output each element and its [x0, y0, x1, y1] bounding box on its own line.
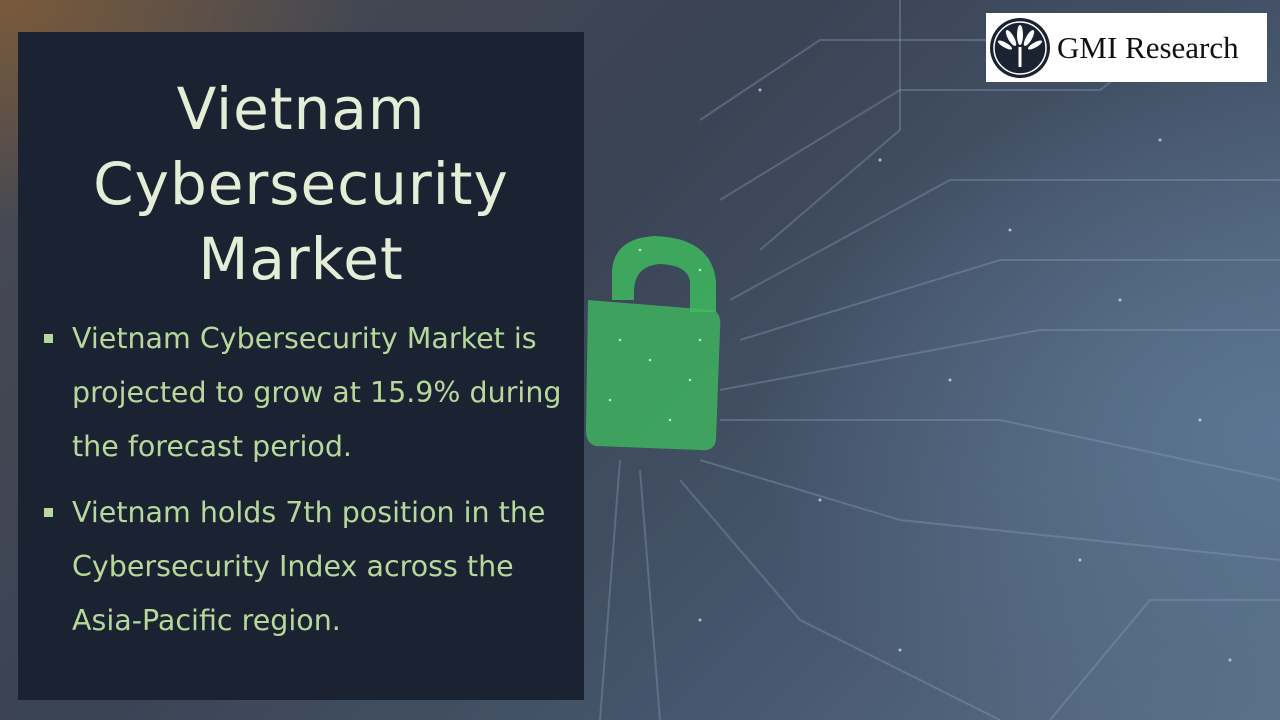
page-title: Vietnam Cybersecurity Market: [18, 72, 584, 297]
square-bullet-icon: [44, 508, 53, 517]
square-bullet-icon: [44, 334, 53, 343]
title-line: Cybersecurity: [93, 150, 509, 218]
bullet-item: Vietnam holds 7th position in the Cybers…: [44, 486, 574, 648]
bullet-text: Vietnam Cybersecurity Market is projecte…: [72, 322, 562, 463]
bullet-text: Vietnam holds 7th position in the Cybers…: [72, 496, 546, 637]
bullet-item: Vietnam Cybersecurity Market is projecte…: [44, 312, 574, 474]
bullet-list: Vietnam Cybersecurity Market is projecte…: [44, 312, 574, 660]
padlock-icon: [586, 236, 721, 451]
logo-text: GMI Research: [1057, 29, 1239, 65]
title-line: Market: [198, 225, 404, 293]
content-panel: Vietnam Cybersecurity Market Vietnam Cyb…: [18, 32, 584, 700]
gmi-research-logo: GMI Research: [986, 13, 1267, 82]
palm-leaf-emblem-icon: [990, 17, 1050, 78]
title-line: Vietnam: [176, 75, 426, 143]
